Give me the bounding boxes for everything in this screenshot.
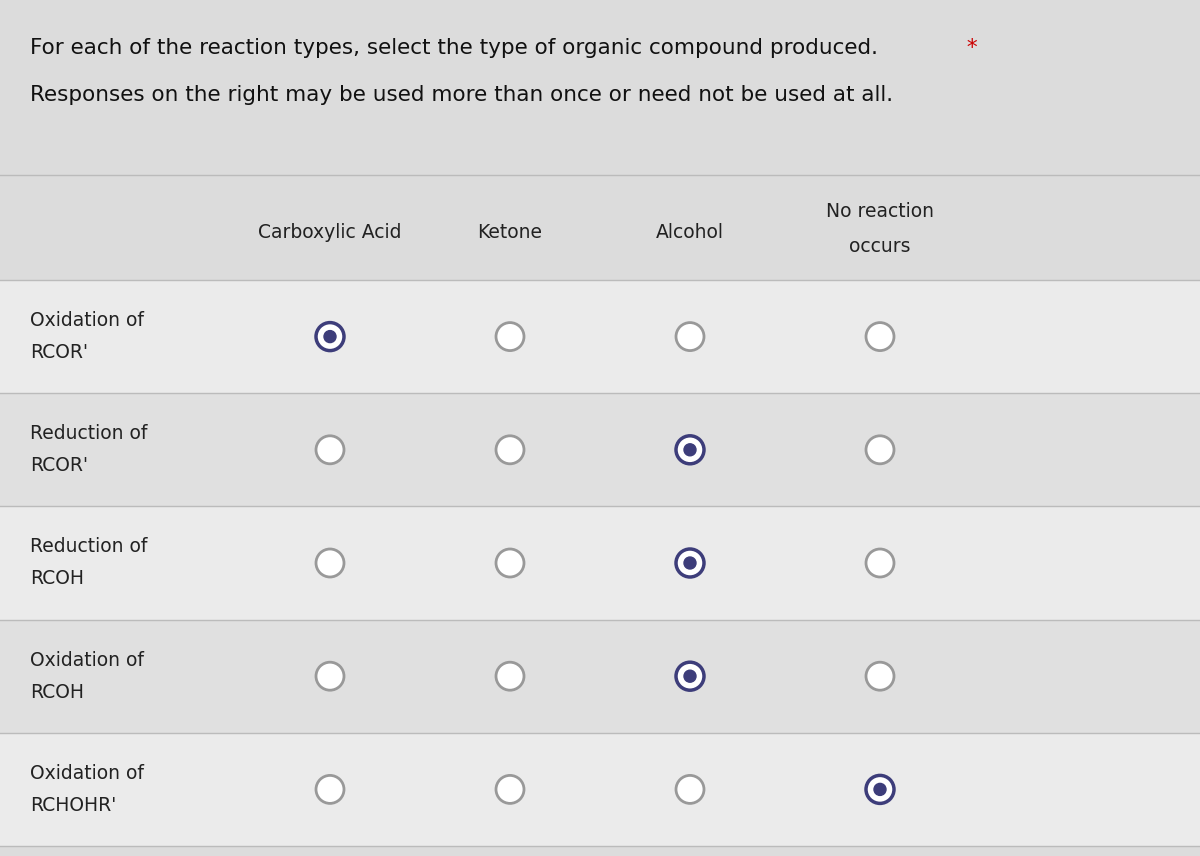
Circle shape [316, 776, 344, 804]
Circle shape [316, 436, 344, 464]
Circle shape [684, 443, 696, 455]
Circle shape [316, 549, 344, 577]
Circle shape [866, 549, 894, 577]
Text: Responses on the right may be used more than once or need not be used at all.: Responses on the right may be used more … [30, 85, 893, 105]
Circle shape [496, 663, 524, 690]
Text: RCOH: RCOH [30, 683, 84, 702]
Circle shape [866, 776, 894, 804]
Circle shape [866, 663, 894, 690]
Circle shape [676, 436, 704, 464]
Circle shape [324, 330, 336, 342]
Text: Reduction of: Reduction of [30, 425, 148, 443]
Text: *: * [960, 38, 978, 58]
Text: Oxidation of: Oxidation of [30, 311, 144, 330]
Circle shape [676, 663, 704, 690]
Text: Alcohol: Alcohol [656, 223, 724, 242]
Circle shape [316, 663, 344, 690]
Circle shape [684, 670, 696, 682]
Circle shape [496, 776, 524, 804]
Bar [0, 280, 1200, 393]
Bar [0, 507, 1200, 620]
Bar [0, 733, 1200, 846]
Circle shape [676, 549, 704, 577]
Circle shape [316, 323, 344, 351]
Circle shape [496, 323, 524, 351]
Text: RCOR': RCOR' [30, 456, 88, 475]
Bar [0, 393, 1200, 507]
Text: For each of the reaction types, select the type of organic compound produced.: For each of the reaction types, select t… [30, 38, 878, 58]
Circle shape [496, 436, 524, 464]
Text: RCOR': RCOR' [30, 343, 88, 362]
Text: Carboxylic Acid: Carboxylic Acid [258, 223, 402, 242]
Text: Oxidation of: Oxidation of [30, 764, 144, 783]
Circle shape [676, 776, 704, 804]
Circle shape [866, 436, 894, 464]
Text: occurs: occurs [850, 237, 911, 256]
Text: Ketone: Ketone [478, 223, 542, 242]
Bar [0, 620, 1200, 733]
Circle shape [676, 323, 704, 351]
Circle shape [874, 783, 886, 795]
Text: No reaction: No reaction [826, 202, 934, 221]
Circle shape [866, 323, 894, 351]
Circle shape [684, 557, 696, 569]
Text: RCHOHR': RCHOHR' [30, 796, 116, 815]
Circle shape [496, 549, 524, 577]
Bar [0, 175, 1200, 280]
Text: Reduction of: Reduction of [30, 538, 148, 556]
Text: Oxidation of: Oxidation of [30, 651, 144, 669]
Text: RCOH: RCOH [30, 569, 84, 589]
